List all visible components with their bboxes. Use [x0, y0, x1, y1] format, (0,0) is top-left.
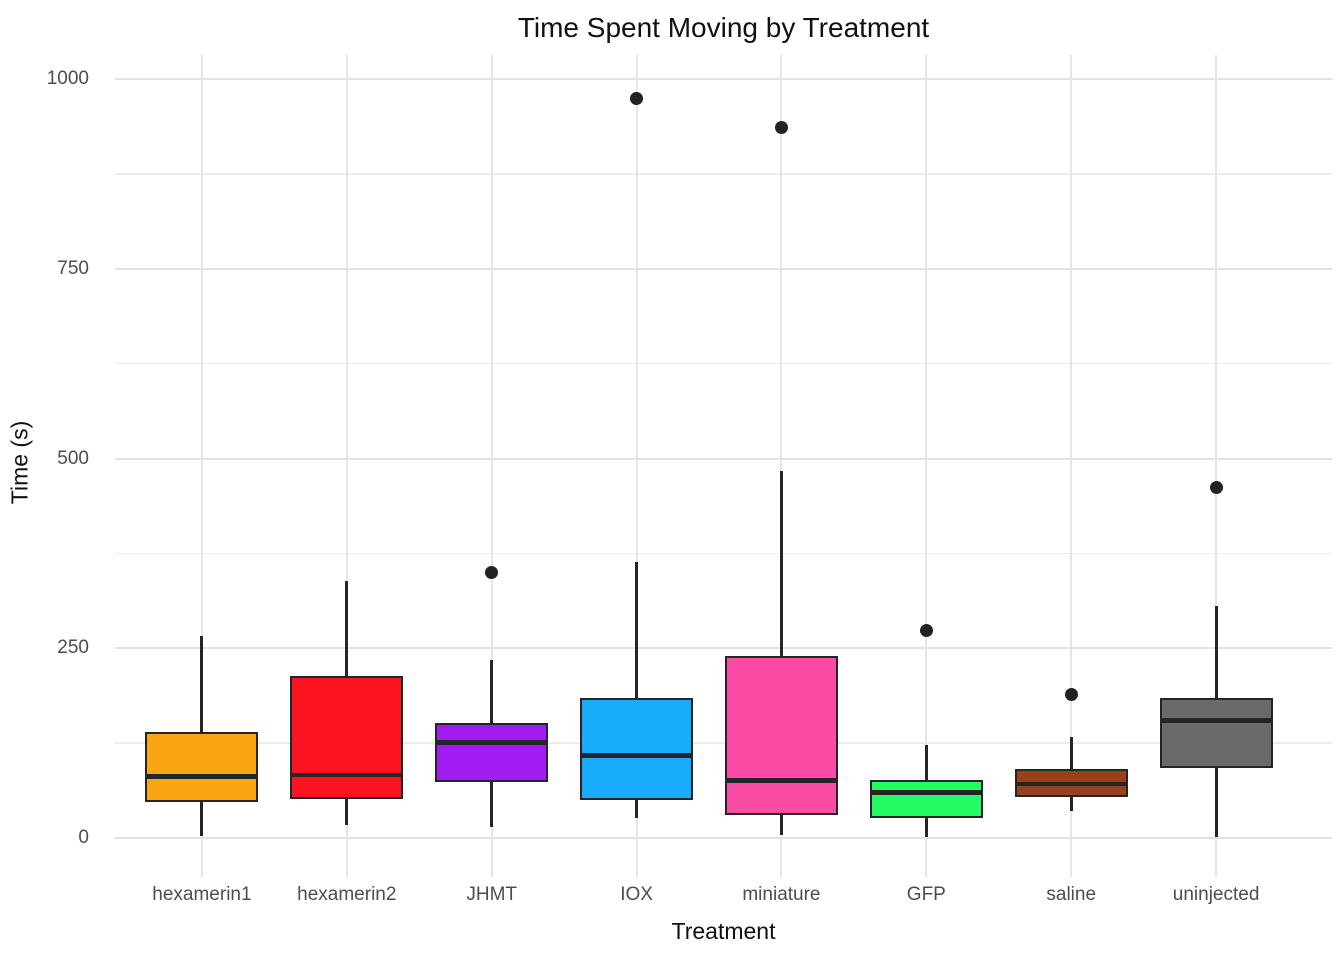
x-axis-label: Treatment [671, 918, 776, 944]
box-uninjected [1159, 698, 1273, 769]
lower-whisker-IOX [635, 800, 639, 819]
vertical-gridline [1070, 55, 1073, 877]
median-saline [1014, 781, 1128, 787]
chart-title: Time Spent Moving by Treatment [517, 12, 930, 43]
x-tick-label-hexamerin2: hexamerin2 [297, 884, 397, 905]
outlier-point-saline [1064, 688, 1078, 702]
lower-whisker-GFP [924, 818, 928, 838]
lower-whisker-miniature [779, 815, 783, 835]
vertical-gridline [200, 55, 203, 877]
outlier-point-JHMT [485, 565, 499, 579]
outlier-point-IOX [630, 92, 644, 106]
box-hexamerin2 [290, 676, 404, 799]
major-gridline [115, 78, 1332, 80]
y-tick-label-1000: 1000 [46, 68, 89, 89]
vertical-gridline [345, 55, 348, 877]
upper-whisker-hexamerin2 [345, 580, 349, 677]
minor-gridline [115, 552, 1332, 555]
upper-whisker-GFP [924, 744, 928, 780]
minor-gridline [115, 173, 1332, 175]
x-tick-label-JHMT: JHMT [466, 884, 518, 905]
box-miniature [724, 655, 838, 816]
box-hexamerin1 [145, 732, 259, 802]
lower-whisker-JHMT [490, 781, 494, 827]
median-hexamerin2 [290, 772, 404, 778]
y-tick-label-0: 0 [78, 827, 89, 848]
y-tick-label-250: 250 [57, 637, 89, 659]
upper-whisker-miniature [779, 470, 783, 656]
upper-whisker-saline [1069, 737, 1073, 769]
x-tick-label-uninjected: uninjected [1172, 884, 1260, 905]
vertical-gridline [1215, 55, 1218, 877]
upper-whisker-JHMT [490, 659, 494, 724]
upper-whisker-hexamerin1 [200, 636, 204, 733]
median-hexamerin1 [145, 774, 259, 779]
minor-gridline [115, 362, 1332, 365]
median-JHMT [435, 740, 549, 745]
lower-whisker-uninjected [1214, 768, 1218, 838]
x-tick-label-miniature: miniature [742, 884, 821, 905]
median-uninjected [1159, 718, 1273, 723]
outlier-point-GFP [919, 624, 933, 638]
y-tick-label-500: 500 [57, 447, 89, 469]
upper-whisker-IOX [635, 562, 639, 699]
vertical-gridline [635, 55, 638, 877]
x-tick-label-hexamerin1: hexamerin1 [152, 884, 252, 905]
minor-gridline [115, 742, 1332, 744]
median-miniature [724, 778, 838, 783]
plot-panel [115, 55, 1332, 877]
x-tick-label-saline: saline [1046, 884, 1097, 905]
outlier-point-uninjected [1209, 480, 1223, 494]
box-GFP [869, 779, 983, 819]
outlier-point-miniature [774, 121, 788, 135]
vertical-gridline [490, 55, 493, 877]
major-gridline [115, 267, 1332, 270]
box-JHMT [435, 723, 549, 782]
upper-whisker-uninjected [1214, 605, 1218, 699]
x-tick-label-IOX: IOX [620, 884, 653, 905]
vertical-gridline [925, 55, 928, 877]
lower-whisker-saline [1069, 797, 1073, 812]
major-gridline [115, 457, 1332, 460]
x-tick-label-GFP: GFP [906, 884, 946, 905]
y-tick-label-750: 750 [57, 257, 89, 279]
vertical-gridline [780, 55, 783, 877]
box-IOX [580, 698, 694, 801]
lower-whisker-hexamerin2 [345, 798, 349, 826]
major-gridline [115, 647, 1332, 650]
lower-whisker-hexamerin1 [200, 801, 204, 836]
major-gridline [115, 837, 1332, 839]
median-IOX [580, 753, 694, 758]
median-GFP [869, 790, 983, 795]
